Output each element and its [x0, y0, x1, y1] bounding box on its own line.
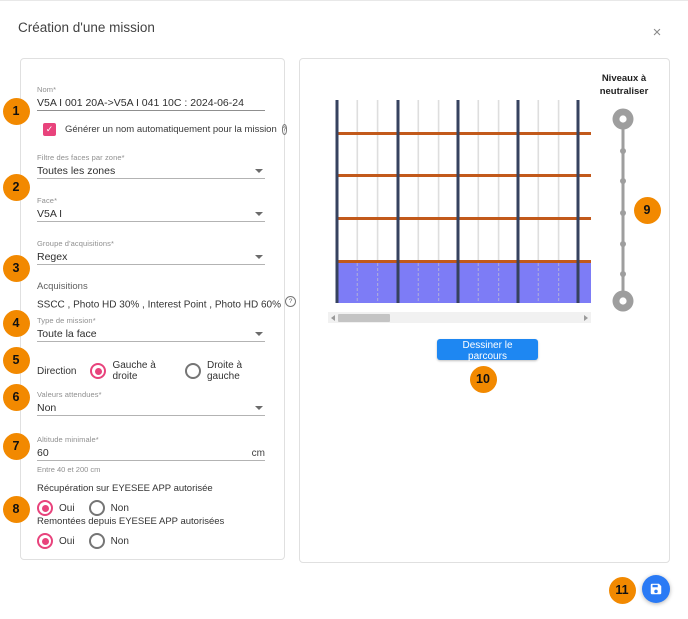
face-value[interactable]: V5A I — [37, 208, 63, 220]
direction-row: Direction Gauche à droite Droite à gauche — [37, 360, 265, 382]
annotation-badge-1: 1 — [2, 97, 30, 125]
chevron-down-icon[interactable] — [255, 406, 263, 410]
field-altitude[interactable]: Altitude minimale* 60 cm — [37, 435, 265, 461]
help-icon[interactable]: ? — [285, 296, 297, 307]
chevron-down-icon[interactable] — [255, 255, 263, 259]
scrollbar-thumb[interactable] — [338, 313, 390, 322]
remontees-block: Remontées depuis EYESEE APP autorisées O… — [37, 516, 265, 549]
groupe-label: Groupe d'acquisitions* — [37, 239, 115, 248]
horizontal-scrollbar[interactable] — [328, 312, 591, 323]
direction-label: Direction — [37, 365, 77, 377]
radio-option[interactable]: Droite à gauche — [184, 360, 265, 382]
level-bottom-dot-center — [619, 297, 627, 305]
level-dot[interactable] — [620, 210, 626, 216]
acquisitions-block: Acquisitions SSCC , Photo HD 30% , Inter… — [37, 281, 297, 310]
acquisitions-value: SSCC , Photo HD 30% , Interest Point , P… — [37, 296, 297, 310]
radio-option[interactable]: Non — [88, 500, 129, 516]
radio-option-label: Droite à gauche — [206, 360, 242, 382]
scrollbar-track[interactable] — [338, 312, 581, 323]
annotation-badge-6: 6 — [2, 383, 30, 411]
field-nom-value[interactable]: V5A I 001 20A->V5A I 041 10C : 2024-06-2… — [37, 97, 244, 109]
level-dot[interactable] — [620, 148, 626, 154]
help-icon[interactable]: ? — [281, 124, 288, 135]
radio-unselected-icon[interactable] — [88, 500, 105, 516]
type-mission-value[interactable]: Toute la face — [37, 328, 97, 340]
rack-preview-card: Niveaux à neutraliser Dessiner le parcou… — [299, 58, 670, 563]
zone-filter-label: Filtre des faces par zone* — [37, 153, 125, 162]
annotation-badge-11: 11 — [608, 576, 636, 604]
type-mission-label: Type de mission* — [37, 316, 96, 325]
annotation-badge-5: 5 — [2, 346, 30, 374]
recuperation-label: Récupération sur EYESEE APP autorisée — [37, 483, 213, 494]
level-top-dot-center — [619, 115, 627, 123]
radio-selected-icon[interactable] — [37, 533, 53, 549]
levels-stepper[interactable] — [608, 94, 638, 314]
annotation-badge-10: 10 — [469, 365, 497, 393]
annotation-badge-9: 9 — [633, 196, 661, 224]
field-nom[interactable]: Nom* V5A I 001 20A->V5A I 041 10C : 2024… — [37, 85, 265, 111]
select-type-mission[interactable]: Type de mission* Toute la face — [37, 316, 265, 342]
radio-selected-icon[interactable] — [37, 500, 53, 516]
radio-option[interactable]: Gauche à droite — [90, 360, 171, 382]
radio-option-label: Non — [110, 502, 129, 514]
chevron-down-icon[interactable] — [255, 169, 263, 173]
radio-option-label: Oui — [59, 502, 75, 514]
recuperation-radio-group[interactable]: Oui Non — [37, 500, 265, 516]
zone-filter-value[interactable]: Toutes les zones — [37, 165, 116, 177]
save-icon — [650, 583, 662, 595]
scroll-left-icon[interactable] — [331, 314, 335, 321]
radio-option-label: Gauche à droite — [112, 360, 156, 382]
scroll-right-icon[interactable] — [584, 314, 588, 321]
radio-option-label: Non — [110, 535, 129, 547]
chevron-down-icon[interactable] — [255, 212, 263, 216]
radio-option[interactable]: Oui — [37, 533, 75, 549]
acquisitions-label: Acquisitions — [37, 281, 88, 292]
radio-selected-icon[interactable] — [90, 363, 107, 379]
rack-svg[interactable] — [328, 98, 591, 306]
direction-radio-group[interactable]: Gauche à droite Droite à gauche — [90, 360, 265, 382]
remontees-label: Remontées depuis EYESEE APP autorisées — [37, 516, 225, 527]
altitude-label: Altitude minimale* — [37, 435, 99, 444]
select-face[interactable]: Face* V5A I — [37, 196, 265, 222]
save-button[interactable] — [642, 575, 670, 603]
altitude-unit: cm — [251, 447, 265, 459]
valeurs-label: Valeurs attendues* — [37, 390, 102, 399]
remontees-radio-group[interactable]: Oui Non — [37, 533, 265, 549]
level-dot[interactable] — [620, 241, 626, 247]
select-groupe-acquisitions[interactable]: Groupe d'acquisitions* Regex — [37, 239, 265, 265]
radio-unselected-icon[interactable] — [184, 363, 201, 379]
draw-path-button[interactable]: Dessiner le parcours — [437, 339, 538, 362]
radio-option-label: Oui — [59, 535, 75, 547]
groupe-value[interactable]: Regex — [37, 251, 68, 263]
close-icon[interactable]: × — [652, 24, 662, 41]
level-dot[interactable] — [620, 178, 626, 184]
mission-form-card: Nom* V5A I 001 20A->V5A I 041 10C : 2024… — [20, 58, 297, 560]
face-label: Face* — [37, 196, 58, 205]
select-valeurs-attendues[interactable]: Valeurs attendues* Non — [37, 390, 265, 416]
select-zone-filter[interactable]: Filtre des faces par zone* Toutes les zo… — [37, 153, 265, 179]
altitude-helper: Entre 40 et 200 cm — [37, 465, 101, 474]
auto-name-checkbox[interactable]: ✓ — [43, 123, 56, 136]
annotation-badge-8: 8 — [2, 495, 30, 523]
recuperation-block: Récupération sur EYESEE APP autorisée Ou… — [37, 483, 265, 516]
rack-diagram[interactable] — [328, 98, 591, 306]
annotation-badge-2: 2 — [2, 173, 30, 201]
auto-name-label: Générer un nom automatiquement pour la m… — [65, 124, 277, 135]
radio-option[interactable]: Oui — [37, 500, 75, 516]
annotation-badge-4: 4 — [2, 309, 30, 337]
radio-option[interactable]: Non — [88, 533, 129, 549]
radio-unselected-icon[interactable] — [88, 533, 105, 549]
annotation-badge-7: 7 — [2, 432, 30, 460]
page-title: Création d'une mission — [18, 20, 155, 35]
level-dot[interactable] — [620, 271, 626, 277]
altitude-value[interactable]: 60 — [37, 447, 49, 459]
valeurs-value[interactable]: Non — [37, 402, 57, 414]
acquisitions-text: SSCC , Photo HD 30% , Interest Point , P… — [37, 299, 282, 311]
field-nom-label: Nom* — [37, 85, 57, 94]
levels-to-neutralize-title: Niveaux à neutraliser — [599, 73, 649, 97]
auto-name-row[interactable]: ✓ Générer un nom automatiquement pour la… — [43, 123, 288, 136]
annotation-badge-3: 3 — [2, 254, 30, 282]
chevron-down-icon[interactable] — [255, 332, 263, 336]
